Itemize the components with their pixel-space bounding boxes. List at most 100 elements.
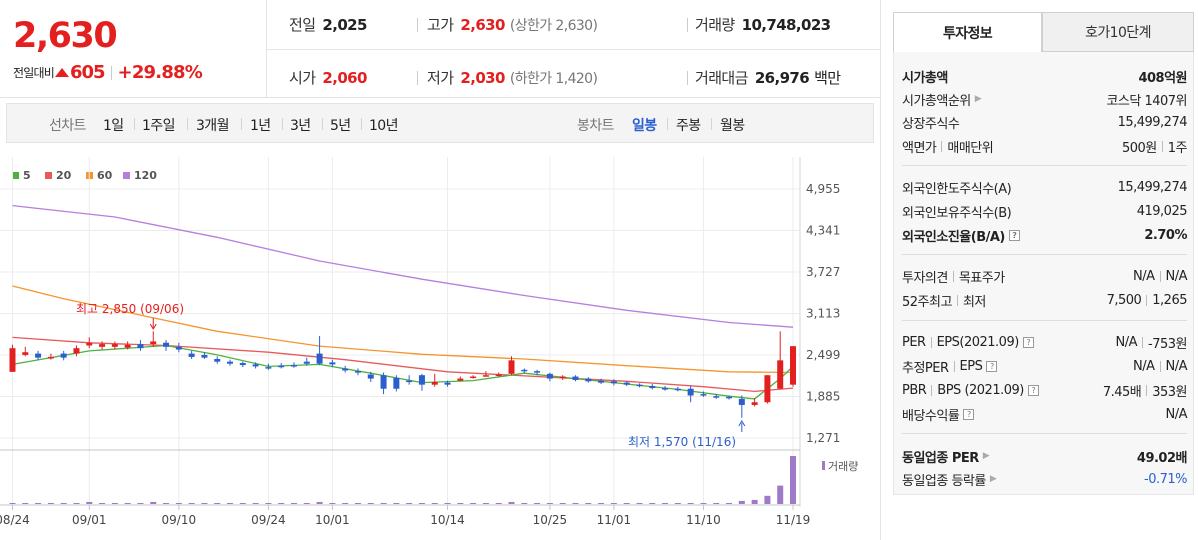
divider [417,18,418,32]
foreign-ratio-label: 외국인소진율(B/A) [902,229,1005,245]
volume-bar [316,501,323,504]
candle-body [316,353,323,364]
help-icon[interactable]: ? [986,360,998,372]
tab-investment-info[interactable]: 투자정보 [893,12,1042,52]
period-1day[interactable]: 1일 [103,118,124,134]
volume-bar [188,502,195,504]
candle-body [713,396,720,398]
candle-daily[interactable]: 일봉 [632,118,657,134]
help-icon[interactable]: ? [1027,384,1039,396]
period-1week[interactable]: 1주일 [142,118,175,134]
divider [667,118,668,130]
volume-bar [418,502,425,504]
market-rank-label[interactable]: 시가총액순위 [902,93,971,109]
chart-annotations: 최고 2,850 (09/06) 최저 1,570 (11/16) [76,302,746,449]
period-1year[interactable]: 1년 [250,118,271,134]
candle [521,368,528,374]
candle-body [508,360,515,374]
x-tick-label: 09/10 [162,513,197,527]
volume-bar [790,456,796,504]
period-5year[interactable]: 5년 [330,118,351,134]
period-10year[interactable]: 10년 [369,118,399,134]
candle-body [790,346,796,385]
candle-body [738,398,745,405]
candle [252,362,259,369]
volume-bar [610,502,617,504]
opinion-label: 투자의견 [902,270,948,286]
stat-prev-label: 전일 [289,16,316,34]
price-chart[interactable]: 5 20 60 120 4,955 4,341 3,727 3,113 2,499 1,885 1… [0,145,880,540]
volume-bar [559,502,566,504]
candle-body [559,376,566,379]
bps-label: BPS (2021.09) [937,382,1024,398]
volume-bar [137,502,144,504]
volume-bar [380,502,387,504]
x-axis: 08/24 09/01 09/10 09/24 10/01 10/14 10/25 11/01… [0,505,810,527]
candle [572,375,579,382]
chart-period-bar: 선차트 1일 1주일 3개월 1년 3년 5년 10년 봉차트 일봉 주봉 월봉 [6,103,874,143]
volume-bar [623,502,630,504]
period-3month[interactable]: 3개월 [196,118,229,134]
candle-monthly[interactable]: 월봉 [720,118,745,134]
volume-bar [406,502,413,504]
candle [559,375,566,380]
high-annotation: 최고 2,850 (09/06) [76,302,184,316]
candle [111,341,118,350]
volume-bar [9,502,16,504]
divider [711,118,712,130]
candle-body [188,353,195,357]
row-market-rank: 시가총액순위 ▶ 코스닥 1407위 [902,89,1187,109]
volume-bar [482,502,489,504]
per-label: PER [902,334,926,350]
divider [902,433,1187,434]
volume-bar [674,502,681,504]
x-tick-label: 11/10 [686,513,721,527]
divider [956,294,958,306]
divider [931,384,933,396]
candle [444,380,451,387]
x-tick-label: 10/14 [430,513,465,527]
y-tick-label: 1,271 [806,431,840,445]
candle-weekly[interactable]: 주봉 [676,118,701,134]
help-icon[interactable]: ? [963,408,975,420]
candle-body [252,364,259,367]
row-pbr: PBR BPS (2021.09)? 7.45배 353원 [902,380,1187,400]
volume-bar [239,502,246,504]
volume-bar [777,485,784,504]
chart-gridlines [0,157,801,507]
chevron-right-icon: ▶ [989,474,997,484]
investment-info-panel: 투자정보 호가10단계 시가총액 408억원 시가총액순위 ▶ 코스닥 1407위… [893,12,1194,495]
sector-change-label[interactable]: 동일업종 등락률 [902,473,986,489]
price-stats: 전일 2,025 고가 2,630 (상한가 2,630) 거래량 10,748… [266,0,880,98]
divider [1146,294,1148,306]
moving-average-lines [12,204,794,400]
candle [265,363,272,370]
target-price-value: N/A [1165,268,1188,284]
candle-body [214,358,221,362]
volume-bar [47,502,54,504]
candle [687,386,694,403]
high-arrow-icon [149,323,157,330]
sector-per-label[interactable]: 동일업종 PER [902,450,979,466]
candle-body [163,342,170,347]
candle [546,372,553,382]
candle-body [329,362,336,365]
candle [610,379,617,386]
tab-orderbook[interactable]: 호가10단계 [1042,12,1194,52]
stat-prev-value: 2,025 [322,16,367,34]
x-tick-label: 11/19 [776,513,811,527]
x-tick-label: 09/24 [251,513,286,527]
help-icon[interactable]: ? [1022,336,1034,348]
change-percent: +29.88% [117,62,203,83]
volume-bar [521,502,528,504]
help-icon[interactable]: ? [1008,229,1020,241]
y-tick-label: 3,727 [806,265,840,279]
volume-bar [546,502,553,504]
ma5-line [12,344,794,400]
foreign-limit-label: 외국인한도주식수(A) [902,181,1012,197]
volume-bar [252,502,259,504]
row-per: PER EPS(2021.09)? N/A -753원 [902,332,1187,352]
period-3year[interactable]: 3년 [290,118,311,134]
candle [764,375,771,404]
candle-body [764,375,771,403]
